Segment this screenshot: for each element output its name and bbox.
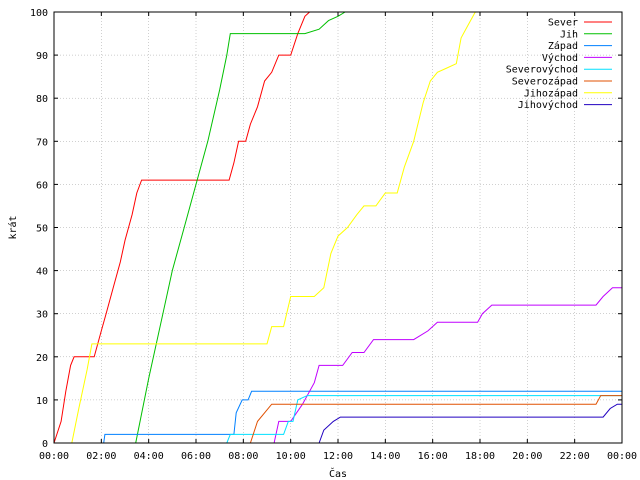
- series-line-jihovychod: [54, 403, 622, 444]
- x-tick-label: 14:00: [370, 451, 400, 462]
- axis-ticks: 0 10 20 30 40 50 60 70 80 90 100 00:00 02:00 04:00 06:…: [30, 8, 637, 462]
- legend-label-vychod: Východ: [542, 52, 578, 64]
- x-tick-label: 18:00: [465, 451, 495, 462]
- x-tick-label: 00:00: [39, 451, 69, 462]
- legend-label-severozapad: Severozápad: [512, 76, 578, 88]
- x-axis-label: Čas: [329, 467, 347, 480]
- x-tick-label: 08:00: [228, 451, 258, 462]
- x-tick-label: 10:00: [276, 451, 306, 462]
- series-line-severozapad: [54, 395, 622, 444]
- legend-label-jihovychod: Jihovýchod: [518, 99, 578, 111]
- series-line-severovychod: [54, 395, 622, 444]
- y-tick-label: 60: [36, 180, 48, 191]
- series-line-vychod: [54, 287, 622, 444]
- y-tick-label: 50: [36, 224, 48, 235]
- y-tick-label: 40: [36, 267, 48, 278]
- x-tick-label: 20:00: [512, 451, 542, 462]
- y-tick-label: 100: [30, 8, 48, 19]
- y-tick-label: 80: [36, 94, 48, 105]
- y-tick-label: 0: [42, 439, 48, 450]
- x-tick-label: 04:00: [134, 451, 164, 462]
- y-axis-label: krát: [7, 215, 19, 239]
- legend-label-jih: Jih: [560, 29, 578, 40]
- series-line-sever: [53, 11, 310, 444]
- y-tick-label: 20: [36, 353, 48, 364]
- legend-label-severovychod: Severovýchod: [506, 64, 578, 76]
- y-tick-label: 10: [36, 396, 48, 407]
- y-tick-label: 30: [36, 310, 48, 321]
- y-tick-label: 70: [36, 137, 48, 148]
- legend-label-jihozapad: Jihozápad: [524, 87, 578, 99]
- x-tick-label: 06:00: [181, 451, 211, 462]
- series-layer: [53, 11, 622, 444]
- legend-label-sever: Sever: [548, 18, 578, 29]
- legend-label-zapad: Západ: [548, 40, 578, 52]
- x-tick-label: 22:00: [560, 451, 590, 462]
- series-line-zapad: [54, 390, 622, 444]
- series-line-jihozapad: [54, 11, 476, 444]
- y-tick-label: 90: [36, 51, 48, 62]
- x-tick-label: 02:00: [86, 451, 116, 462]
- legend: SeverJihZápadVýchodSeverovýchodSeverozáp…: [506, 18, 612, 111]
- series-line-jih: [135, 11, 346, 444]
- x-tick-label: 00:00: [607, 451, 637, 462]
- x-tick-label: 16:00: [418, 451, 448, 462]
- x-tick-label: 12:00: [323, 451, 353, 462]
